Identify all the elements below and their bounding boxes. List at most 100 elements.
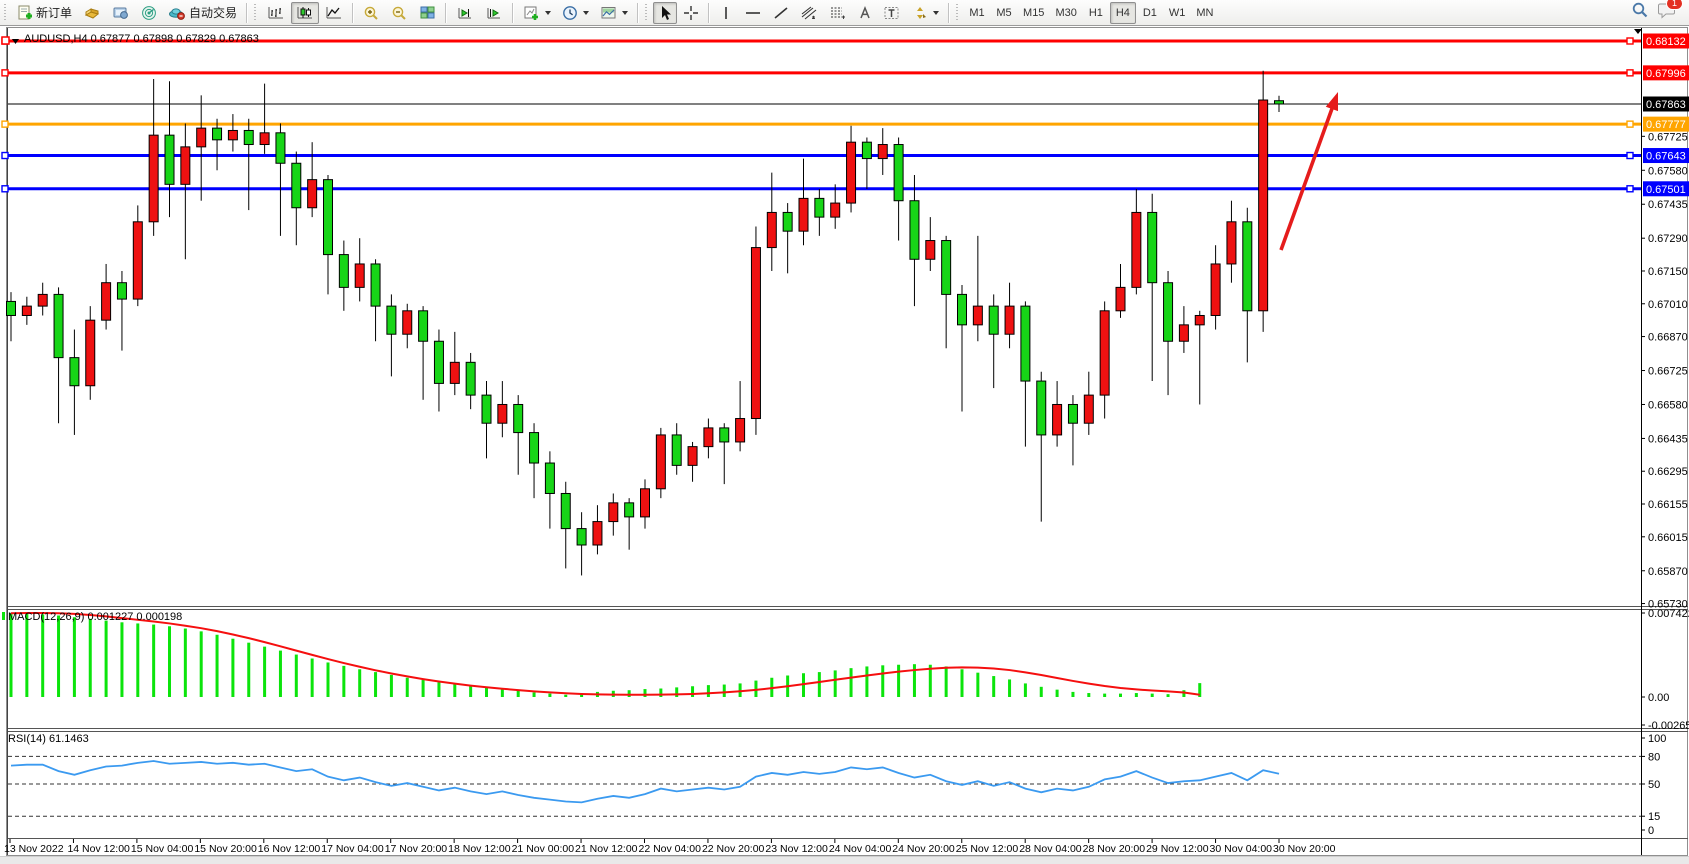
macd-histogram-bar (1134, 693, 1138, 697)
market-icon (83, 5, 101, 21)
time-tick-label: 28 Nov 20:00 (1083, 843, 1146, 855)
metaeditor-button[interactable] (107, 2, 135, 24)
tab-timeframe-H4[interactable]: H4 (1109, 1, 1136, 24)
text-label-button[interactable] (878, 2, 906, 24)
candle-body-bear (988, 305, 999, 335)
candle-body-bull (655, 434, 666, 490)
vertical-line-button[interactable] (714, 2, 738, 24)
candle-body-bull (1178, 324, 1189, 342)
rsi-axis-label: 80 (1648, 751, 1660, 763)
time-tick-label: 17 Nov 04:00 (321, 843, 384, 855)
period-button[interactable] (557, 2, 594, 24)
auto-scroll-button[interactable] (451, 2, 479, 24)
candlestick-chart-icon (296, 5, 314, 21)
tab-timeframe-M30[interactable]: M30 (1050, 2, 1081, 24)
chart-shift-button[interactable] (480, 2, 508, 24)
time-tick-label: 22 Nov 04:00 (639, 843, 702, 855)
metaeditor-icon (112, 5, 130, 21)
candle-body-bear (1036, 380, 1047, 436)
indicator-axis: 0.007422 0.00 -0.002651100 80 50 15 0 (1641, 608, 1689, 837)
dropdown-arrow-icon (622, 10, 629, 15)
autotrading-icon (168, 5, 186, 21)
time-tick-label: 21 Nov 00:00 (512, 843, 575, 855)
macd-histogram-bar (944, 666, 948, 697)
price-level-chip-label: 0.68132 (1646, 36, 1686, 48)
toolbar-separator (512, 2, 515, 23)
panel-labels: AUDUSD,H4 0.67877 0.67898 0.67829 0.6786… (1, 33, 259, 745)
line-end-marker[interactable] (1, 185, 9, 193)
bar-chart-button[interactable] (262, 2, 290, 24)
tab-timeframe-M5[interactable]: M5 (991, 2, 1017, 24)
chart-title-marker (1, 36, 10, 45)
macd-histogram-bar (580, 693, 584, 697)
zoom-out-button[interactable] (386, 2, 413, 24)
macd-histogram-bar (564, 694, 568, 697)
line-end-marker[interactable] (1, 69, 9, 77)
macd-histogram-bar (802, 673, 805, 697)
line-end-marker[interactable] (1626, 37, 1634, 45)
new-chart-button[interactable] (518, 2, 556, 24)
signals-button[interactable] (136, 2, 162, 24)
zoom-in-button[interactable] (358, 2, 385, 24)
candle-body-bull (972, 305, 983, 326)
macd-histogram-bar (691, 686, 695, 697)
template-button[interactable] (595, 2, 633, 24)
new-order-icon (17, 5, 33, 21)
line-chart-button[interactable] (320, 2, 348, 24)
candle-body-bear (164, 134, 175, 185)
macd-signal-line (10, 612, 1200, 696)
toolbar-right: 1 (1631, 0, 1687, 24)
candle-body-bear (782, 211, 793, 232)
line-end-marker[interactable] (1626, 69, 1634, 77)
chart-canvas[interactable]: 0.67725 0.67580 0.67435 0.67290 0.67150 0.670… (0, 26, 1689, 863)
line-end-marker[interactable] (1626, 185, 1634, 193)
line-end-marker[interactable] (1, 120, 9, 128)
price-tick-label: 0.67150 (1648, 266, 1688, 278)
chart-shift-icon (485, 5, 503, 21)
time-axis[interactable]: 13 Nov 2022 14 Nov 12:00 15 Nov 04:00 15 No… (4, 839, 1336, 855)
macd-histogram-bar (960, 669, 964, 697)
tab-timeframe-M1[interactable]: M1 (964, 2, 990, 24)
trendline-button[interactable] (768, 2, 794, 24)
price-axis[interactable]: 0.67725 0.67580 0.67435 0.67290 0.67150 0.670… (1641, 33, 1689, 611)
market-button[interactable] (78, 2, 106, 24)
tab-timeframe-D1[interactable]: D1 (1137, 2, 1163, 24)
macd-histogram-bar (88, 618, 92, 697)
line-end-marker[interactable] (1626, 120, 1634, 128)
tab-timeframe-W1[interactable]: W1 (1164, 2, 1191, 24)
candle-body-bear (370, 263, 381, 307)
candlestick-chart-button[interactable] (291, 1, 320, 24)
notifications-chat-icon[interactable]: 1 (1657, 0, 1683, 24)
macd-histogram-bar (294, 654, 298, 697)
chart-window[interactable]: 0.67725 0.67580 0.67435 0.67290 0.67150 0.670… (0, 26, 1689, 864)
fibonacci-icon (829, 5, 847, 21)
price-level-chip (1643, 65, 1689, 81)
time-tick-label: 16 Nov 12:00 (258, 843, 321, 855)
text-button[interactable] (853, 2, 877, 24)
macd-histogram-bar (833, 670, 837, 697)
line-end-marker[interactable] (1, 151, 9, 160)
crosshair-button[interactable] (678, 2, 704, 24)
candles (6, 70, 1284, 576)
line-end-marker[interactable] (1626, 151, 1634, 160)
trend-arrow-annotation[interactable] (1279, 92, 1339, 251)
tile-windows-button[interactable] (414, 2, 441, 24)
fibonacci-button[interactable] (824, 2, 852, 24)
search-icon[interactable] (1631, 1, 1649, 24)
candle-body-bull (877, 144, 888, 160)
cursor-button[interactable] (653, 1, 678, 24)
price-tick-label: 0.67435 (1648, 199, 1688, 211)
tab-timeframe-MN[interactable]: MN (1191, 2, 1218, 24)
autotrading-button[interactable]: 自动交易 (163, 2, 242, 24)
arrows-button[interactable] (907, 2, 944, 24)
candle-body-bull (750, 247, 761, 420)
tab-timeframe-H1[interactable]: H1 (1083, 2, 1109, 24)
toolbar-grip (254, 3, 260, 22)
equidistant-channel-button[interactable] (795, 2, 823, 24)
macd-axis-label: 0.00 (1648, 692, 1669, 704)
new-order-button[interactable]: 新订单 (12, 2, 77, 24)
horizontal-line-button[interactable] (739, 2, 767, 24)
tab-timeframe-M15[interactable]: M15 (1018, 2, 1049, 24)
price-tick-label: 0.66725 (1648, 366, 1688, 378)
macd-histogram-bar (722, 684, 726, 697)
